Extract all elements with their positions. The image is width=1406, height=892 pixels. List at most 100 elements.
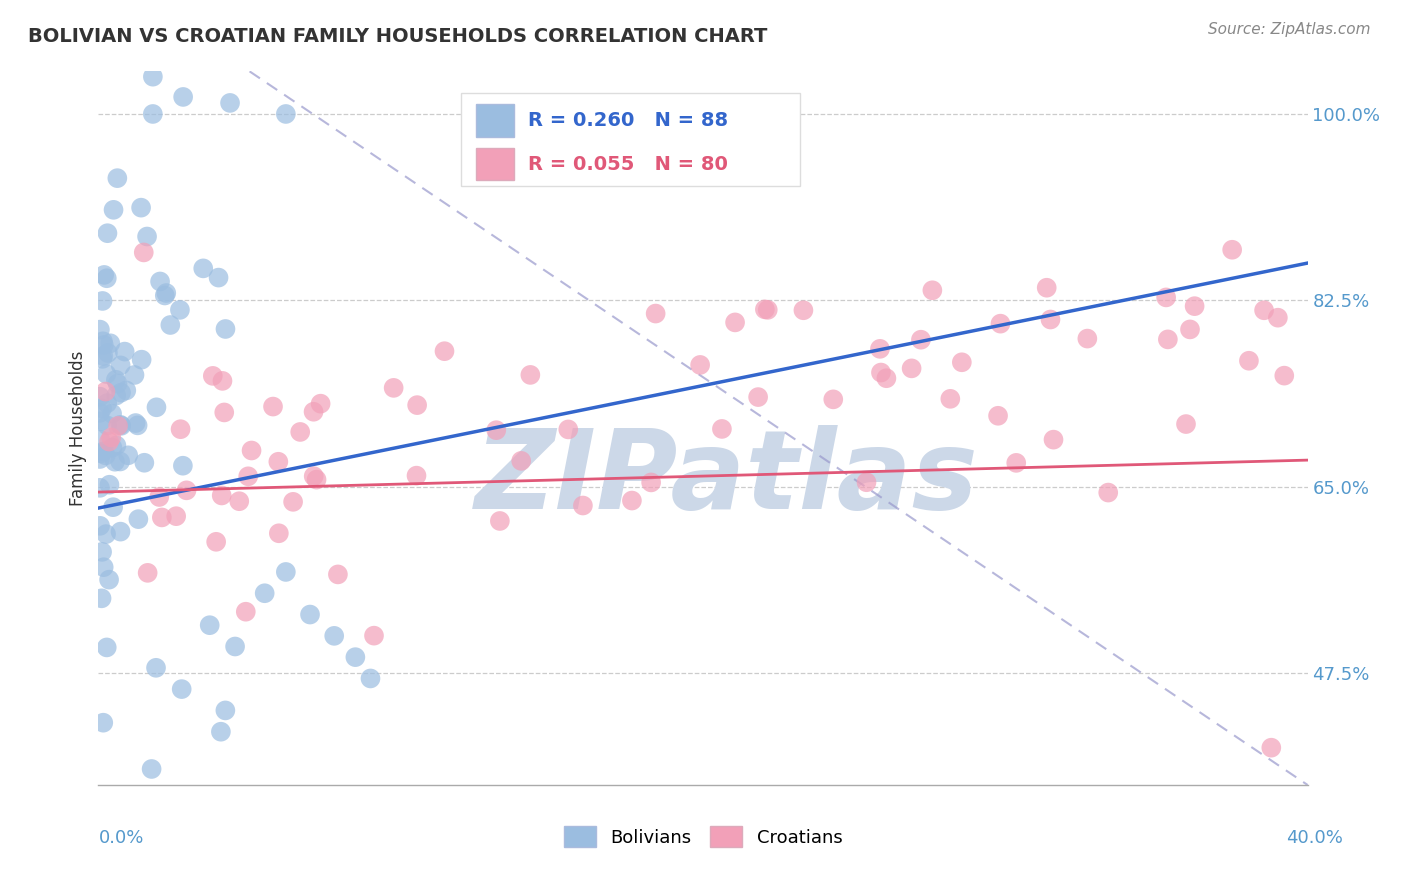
- Point: [214, 703, 236, 717]
- Point: [105, 388, 128, 402]
- Point: [100, 430, 122, 444]
- Point: [211, 374, 233, 388]
- Point: [96, 396, 118, 410]
- Point: [710, 422, 733, 436]
- Point: [274, 107, 297, 121]
- Point: [406, 398, 429, 412]
- Point: [869, 342, 891, 356]
- Point: [405, 468, 427, 483]
- Point: [209, 724, 232, 739]
- Point: [90, 446, 112, 460]
- Point: [153, 288, 176, 302]
- Point: [823, 392, 845, 407]
- Point: [90, 591, 112, 606]
- Point: [939, 392, 962, 406]
- Point: [91, 334, 114, 349]
- Point: [89, 452, 111, 467]
- Point: [104, 455, 127, 469]
- Point: [240, 443, 263, 458]
- Point: [855, 475, 877, 490]
- Point: [1175, 417, 1198, 431]
- Point: [98, 477, 121, 491]
- Point: [754, 302, 776, 317]
- Point: [756, 302, 779, 317]
- Point: [519, 368, 541, 382]
- Y-axis label: Family Households: Family Households: [69, 351, 87, 506]
- Point: [950, 355, 973, 369]
- Point: [900, 361, 922, 376]
- Point: [93, 560, 115, 574]
- Point: [214, 322, 236, 336]
- Point: [987, 409, 1010, 423]
- Point: [360, 672, 382, 686]
- Point: [267, 526, 290, 541]
- FancyBboxPatch shape: [475, 104, 515, 136]
- Point: [89, 323, 111, 337]
- Point: [108, 454, 131, 468]
- Point: [309, 397, 332, 411]
- Point: [114, 344, 136, 359]
- Point: [1005, 456, 1028, 470]
- Point: [142, 107, 165, 121]
- Point: [155, 285, 177, 300]
- Point: [105, 438, 128, 452]
- Point: [148, 490, 170, 504]
- Point: [165, 509, 187, 524]
- Point: [105, 171, 128, 186]
- Point: [747, 390, 769, 404]
- Point: [510, 454, 533, 468]
- Point: [91, 349, 114, 363]
- Point: [219, 95, 242, 110]
- Point: [104, 373, 127, 387]
- Point: [235, 605, 257, 619]
- Point: [107, 418, 129, 433]
- FancyBboxPatch shape: [461, 93, 800, 186]
- Point: [1178, 322, 1201, 336]
- Text: ZIPatlas: ZIPatlas: [475, 425, 979, 532]
- Point: [921, 283, 943, 297]
- Point: [89, 433, 111, 447]
- Point: [1154, 290, 1177, 304]
- Point: [94, 449, 117, 463]
- Point: [689, 358, 711, 372]
- Point: [150, 510, 173, 524]
- Point: [98, 573, 121, 587]
- Point: [205, 534, 228, 549]
- Point: [201, 368, 224, 383]
- Point: [91, 715, 114, 730]
- Point: [875, 371, 897, 385]
- Point: [96, 418, 118, 433]
- Text: BOLIVIAN VS CROATIAN FAMILY HOUSEHOLDS CORRELATION CHART: BOLIVIAN VS CROATIAN FAMILY HOUSEHOLDS C…: [28, 27, 768, 45]
- Point: [89, 519, 111, 533]
- Point: [103, 202, 125, 217]
- Point: [127, 512, 149, 526]
- Point: [110, 524, 132, 539]
- Point: [640, 475, 662, 490]
- Point: [224, 640, 246, 654]
- Point: [131, 352, 153, 367]
- Point: [253, 586, 276, 600]
- Point: [132, 245, 155, 260]
- Point: [96, 367, 118, 381]
- Point: [145, 401, 167, 415]
- Point: [274, 565, 297, 579]
- Point: [198, 618, 221, 632]
- Point: [89, 481, 111, 495]
- Point: [89, 390, 111, 404]
- Point: [101, 407, 124, 421]
- Point: [267, 455, 290, 469]
- Point: [1039, 312, 1062, 326]
- Point: [262, 400, 284, 414]
- Point: [94, 384, 117, 399]
- Point: [1237, 353, 1260, 368]
- Point: [572, 499, 595, 513]
- Point: [302, 405, 325, 419]
- Point: [94, 527, 117, 541]
- Point: [91, 351, 114, 366]
- Point: [145, 661, 167, 675]
- Point: [96, 271, 118, 285]
- Point: [141, 762, 163, 776]
- Point: [93, 268, 115, 282]
- Text: R = 0.055   N = 80: R = 0.055 N = 80: [527, 155, 727, 174]
- Point: [382, 381, 405, 395]
